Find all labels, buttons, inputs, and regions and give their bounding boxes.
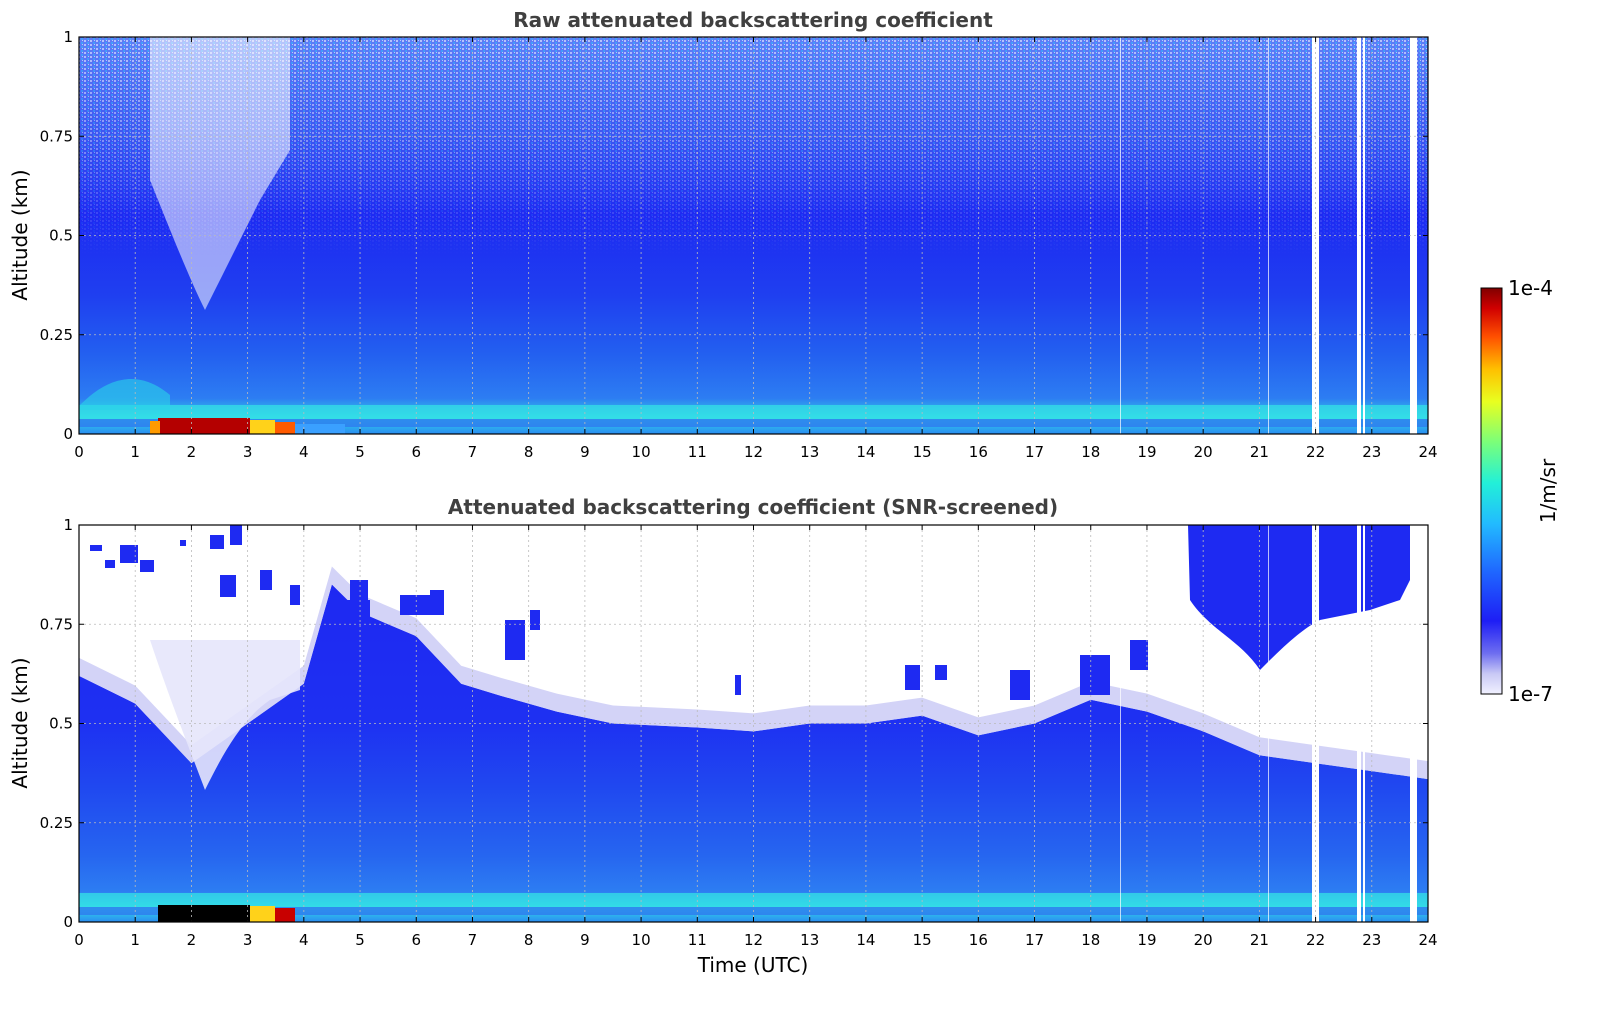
screened-x-tick-label: 0 (74, 931, 84, 949)
raw-x-tick-label: 22 (1306, 443, 1325, 461)
screened-x-tick-label: 11 (688, 931, 707, 949)
raw-x-tick-label: 7 (468, 443, 478, 461)
raw-y-ticks: 0 0.25 0.5 0.75 1 (40, 28, 1428, 443)
raw-x-tick-label: 5 (355, 443, 365, 461)
raw-x-tick-label: 9 (580, 443, 590, 461)
screened-x-tick-label: 4 (299, 931, 309, 949)
raw-x-tick-label: 3 (243, 443, 253, 461)
screened-x-tick-label: 17 (1025, 931, 1044, 949)
screened-x-tick-label: 2 (187, 931, 197, 949)
screened-x-tick-label: 13 (800, 931, 819, 949)
raw-x-tick-label: 21 (1250, 443, 1269, 461)
screened-x-tick-label: 7 (468, 931, 478, 949)
screened-x-tick-label: 22 (1306, 931, 1325, 949)
raw-x-tick-label: 0 (74, 443, 84, 461)
raw-x-tick-label: 11 (688, 443, 707, 461)
screened-y-tick-label: 0.25 (40, 814, 73, 832)
raw-y-tick-label: 0.75 (40, 127, 73, 145)
raw-x-tick-label: 1 (130, 443, 140, 461)
screened-x-tick-label: 3 (243, 931, 253, 949)
raw-x-tick-label: 18 (1081, 443, 1100, 461)
screened-panel-title: Attenuated backscattering coefficient (S… (448, 495, 1058, 519)
raw-x-tick-label: 23 (1362, 443, 1381, 461)
colorbar-max-label: 1e-4 (1508, 276, 1553, 300)
colorbar-unit-label: 1/m/sr (1536, 458, 1560, 523)
raw-y-tick-label: 0 (63, 425, 73, 443)
colorbar: 1e-4 1e-7 1/m/sr (1480, 276, 1560, 706)
colorbar-min-label: 1e-7 (1508, 682, 1553, 706)
raw-x-tick-label: 4 (299, 443, 309, 461)
raw-x-ticks: 0 1 2 3 4 5 6 7 8 9 10 11 12 13 14 15 16 17 18 19 20 21 22 23 24 (74, 37, 1438, 461)
screened-x-ticks: 0 1 2 3 4 5 6 7 8 9 10 11 12 13 14 15 16 17 18 19 20 21 22 23 24 (74, 525, 1438, 949)
colorbar-gradient (1480, 287, 1503, 695)
raw-x-tick-label: 10 (632, 443, 651, 461)
screened-x-tick-label: 10 (632, 931, 651, 949)
screened-y-axis-label: Altitude (km) (8, 657, 32, 788)
raw-x-tick-label: 8 (524, 443, 534, 461)
screened-y-tick-label: 0.5 (49, 715, 73, 733)
raw-y-tick-label: 0.25 (40, 326, 73, 344)
screened-x-tick-label: 15 (913, 931, 932, 949)
raw-x-tick-label: 12 (744, 443, 763, 461)
screened-y-tick-label: 0.75 (40, 615, 73, 633)
screened-y-tick-label: 0 (63, 913, 73, 931)
raw-y-tick-label: 0.5 (49, 227, 73, 245)
raw-panel-title: Raw attenuated backscattering coefficien… (513, 8, 993, 32)
screened-x-tick-label: 1 (130, 931, 140, 949)
screened-x-tick-label: 6 (411, 931, 421, 949)
screened-x-tick-label: 14 (856, 931, 875, 949)
raw-grid (79, 37, 1428, 434)
x-axis-label: Time (UTC) (697, 953, 809, 977)
screened-x-tick-label: 18 (1081, 931, 1100, 949)
raw-x-tick-label: 16 (969, 443, 988, 461)
screened-x-tick-label: 19 (1137, 931, 1156, 949)
raw-x-tick-label: 24 (1418, 443, 1437, 461)
raw-x-tick-label: 13 (800, 443, 819, 461)
screened-x-tick-label: 12 (744, 931, 763, 949)
screened-backscatter-panel: Attenuated backscattering coefficient (S… (8, 495, 1438, 977)
raw-x-tick-label: 6 (411, 443, 421, 461)
screened-x-tick-label: 16 (969, 931, 988, 949)
screened-x-tick-label: 23 (1362, 931, 1381, 949)
screened-x-tick-label: 24 (1418, 931, 1437, 949)
screened-x-tick-label: 21 (1250, 931, 1269, 949)
raw-x-tick-label: 14 (856, 443, 875, 461)
raw-y-axis-label: Altitude (km) (8, 169, 32, 300)
screened-x-tick-label: 20 (1194, 931, 1213, 949)
raw-y-tick-label: 1 (63, 28, 73, 46)
screened-y-tick-label: 1 (63, 516, 73, 534)
screened-x-tick-label: 8 (524, 931, 534, 949)
screened-x-tick-label: 5 (355, 931, 365, 949)
screened-y-ticks: 0 0.25 0.5 0.75 1 (40, 516, 1428, 931)
raw-x-tick-label: 19 (1137, 443, 1156, 461)
raw-x-tick-label: 2 (187, 443, 197, 461)
raw-backscatter-panel: Raw attenuated backscattering coefficien… (8, 8, 1438, 461)
raw-x-tick-label: 17 (1025, 443, 1044, 461)
raw-x-tick-label: 15 (913, 443, 932, 461)
raw-x-tick-label: 20 (1194, 443, 1213, 461)
screened-x-tick-label: 9 (580, 931, 590, 949)
screened-grid (79, 525, 1428, 922)
